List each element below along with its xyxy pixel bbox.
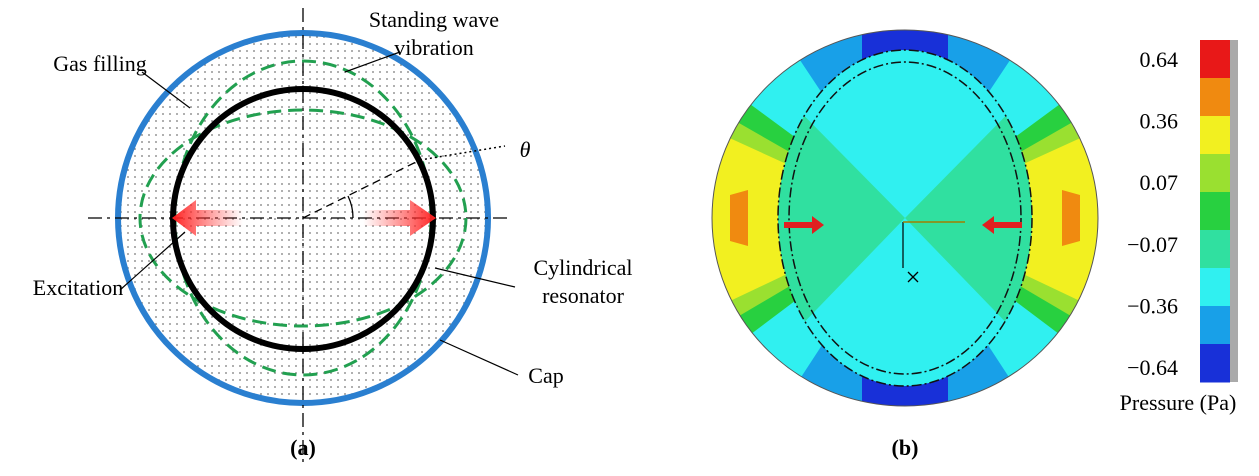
colorbar: 0.64 0.36 0.07 −0.07 −0.36 −0.64 — [1127, 40, 1230, 383]
colorbar-band — [1200, 344, 1230, 383]
colorbar-tick-label: 0.36 — [1140, 109, 1179, 134]
label-theta: θ — [520, 137, 531, 162]
colorbar-title: Pressure (Pa) — [1120, 390, 1237, 415]
label-standing-wave: Standing wave — [369, 7, 499, 32]
colorbar-band — [1200, 40, 1230, 79]
panel-label: (a) — [290, 435, 316, 460]
label-excitation: Excitation — [33, 275, 123, 300]
label-resonator: Cylindrical — [534, 255, 633, 280]
colorbar-tick-label: 0.64 — [1140, 47, 1179, 72]
colorbar-tick-label: 0.07 — [1140, 170, 1179, 195]
colorbar-band — [1200, 116, 1230, 155]
colorbar-band — [1200, 306, 1230, 345]
colorbar-tick-label: −0.36 — [1127, 293, 1178, 318]
colorbar-edge — [1230, 40, 1238, 382]
label-standing-wave: vibration — [394, 35, 473, 60]
colorbar-band — [1200, 78, 1230, 117]
panel-a: Gas filling Standing wave vibration θ Ex… — [33, 7, 633, 462]
panel-label: (b) — [892, 435, 919, 460]
colorbar-tick-label: −0.64 — [1127, 355, 1178, 380]
label-gas-filling: Gas filling — [53, 51, 147, 76]
colorbar-band — [1200, 268, 1230, 307]
colorbar-tick-label: −0.07 — [1127, 232, 1178, 257]
panel-b: 0.64 0.36 0.07 −0.07 −0.36 −0.64 Pressure (Pa… — [690, 0, 1238, 460]
colorbar-band — [1200, 192, 1230, 231]
pressure-field — [690, 0, 1120, 440]
colorbar-band — [1200, 230, 1230, 269]
figure: Gas filling Standing wave vibration θ Ex… — [0, 0, 1259, 476]
label-cap: Cap — [528, 363, 563, 388]
colorbar-band — [1200, 154, 1230, 193]
leader-line — [440, 340, 518, 375]
label-resonator: resonator — [542, 283, 625, 308]
